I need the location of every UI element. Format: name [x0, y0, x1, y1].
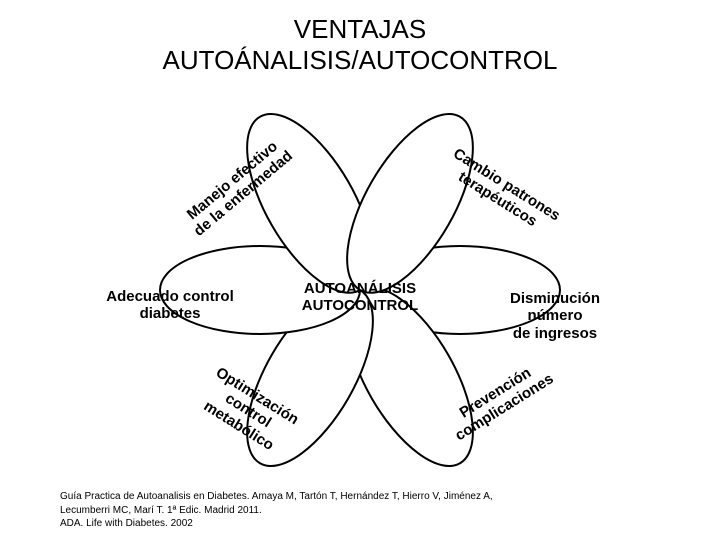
flower-diagram: [0, 0, 720, 540]
petal-label: Adecuado control diabetes: [80, 288, 260, 323]
citation-text: Guía Practica de Autoanalisis en Diabete…: [60, 490, 493, 531]
center-label: AUTOANÁLISIS AUTOCONTROL: [280, 280, 440, 315]
petal-label: Disminución número de ingresos: [465, 290, 645, 342]
